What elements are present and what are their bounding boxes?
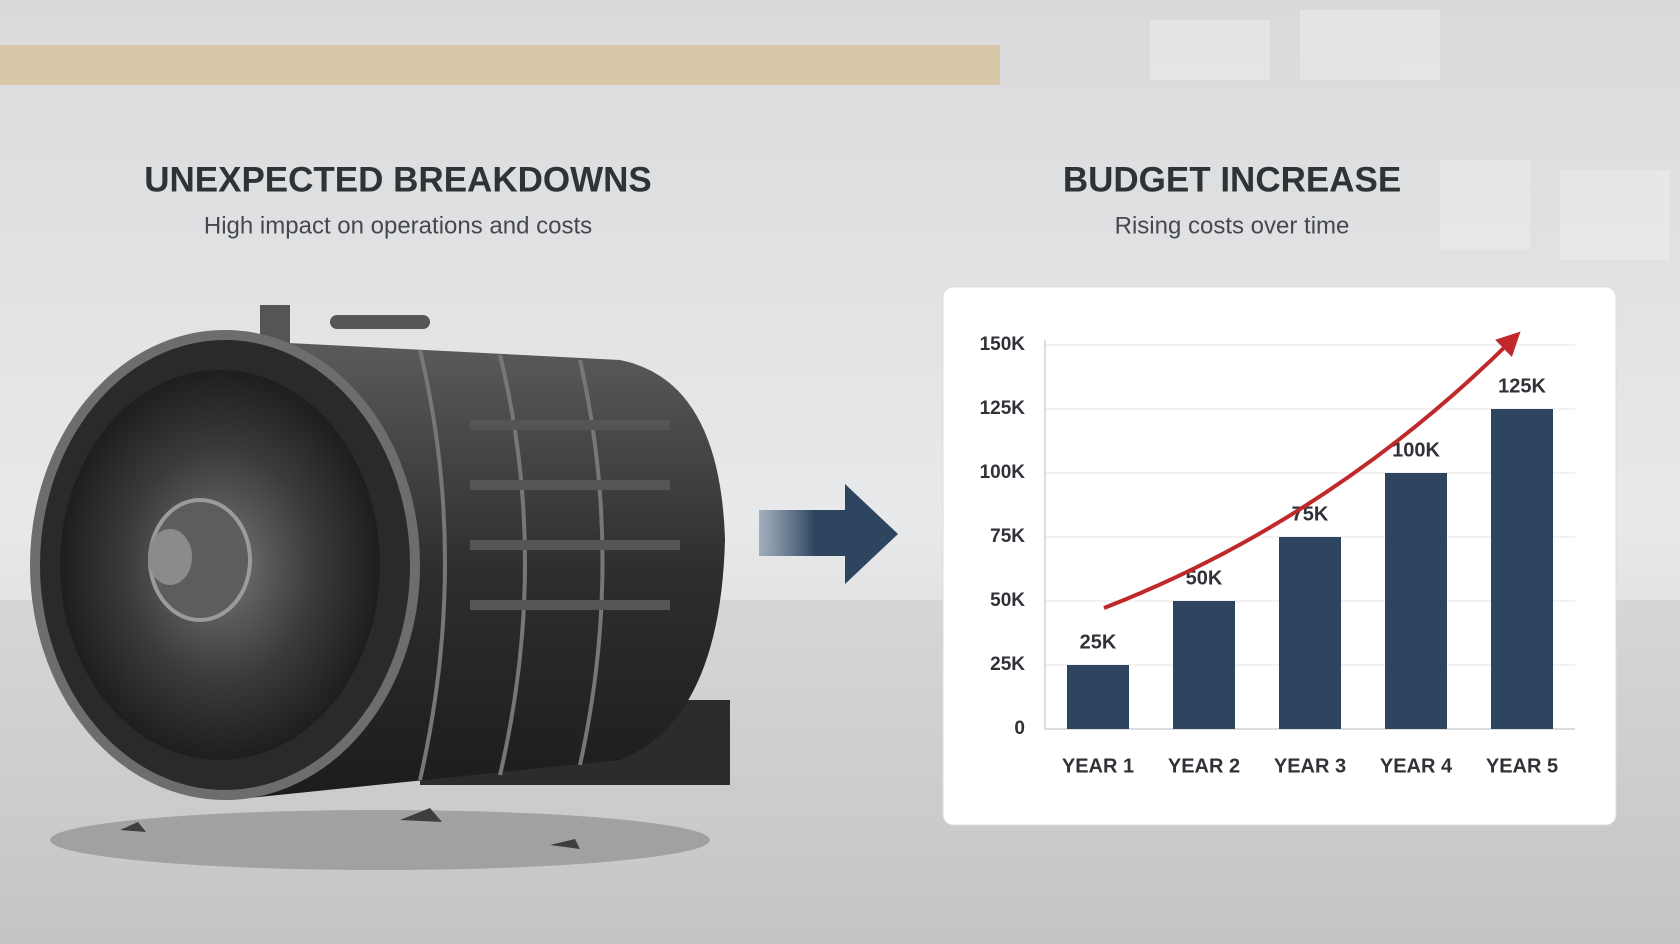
value-label: 75K xyxy=(1292,503,1329,525)
bar xyxy=(1491,409,1553,729)
x-tick-label: YEAR 3 xyxy=(1274,755,1346,777)
left-title: UNEXPECTED BREAKDOWNS xyxy=(144,160,652,199)
y-tick-label: 0 xyxy=(1014,718,1025,739)
x-tick-label: YEAR 5 xyxy=(1486,755,1558,777)
y-tick-label: 75K xyxy=(990,526,1025,547)
value-label: 25K xyxy=(1080,631,1117,653)
bar xyxy=(1385,473,1447,729)
value-label: 100K xyxy=(1392,439,1440,461)
chart-title: BUDGET INCREASE xyxy=(1063,160,1401,199)
bar xyxy=(1279,537,1341,729)
left-subtitle: High impact on operations and costs xyxy=(204,212,592,239)
y-tick-label: 100K xyxy=(980,462,1026,483)
chart-subtitle: Rising costs over time xyxy=(1115,212,1350,239)
engine xyxy=(30,305,730,870)
x-tick-label: YEAR 2 xyxy=(1168,755,1240,777)
y-tick-label: 125K xyxy=(980,398,1026,419)
crane-beam xyxy=(0,45,1000,85)
x-tick-label: YEAR 1 xyxy=(1062,755,1134,777)
bar xyxy=(1173,601,1235,729)
windows xyxy=(1150,10,1670,260)
y-tick-label: 25K xyxy=(990,654,1025,675)
flow-arrow xyxy=(759,484,898,584)
y-tick-label: 50K xyxy=(990,590,1025,611)
value-label: 50K xyxy=(1186,567,1223,589)
value-label: 125K xyxy=(1498,375,1546,397)
trend-arrow xyxy=(1103,331,1521,610)
bar xyxy=(1067,665,1129,729)
y-tick-label: 150K xyxy=(980,334,1026,355)
x-tick-label: YEAR 4 xyxy=(1380,755,1453,777)
plot: 0 25K 50K 75K 100K 125K 150K YEAR 1 25K YEAR 2 50K… xyxy=(980,334,1575,777)
